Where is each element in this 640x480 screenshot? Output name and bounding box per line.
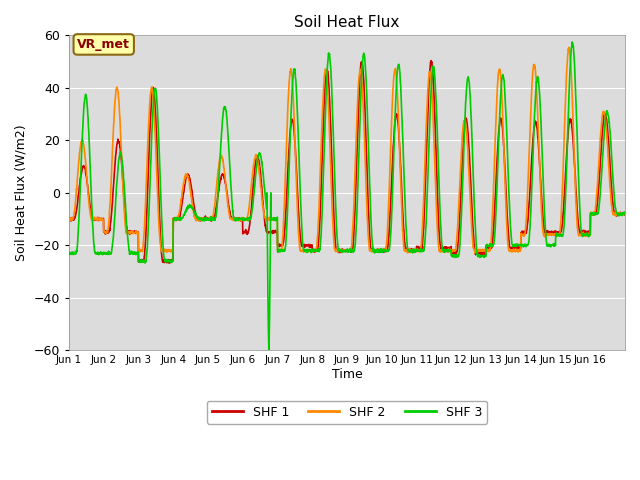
Y-axis label: Soil Heat Flux (W/m2): Soil Heat Flux (W/m2) [15,124,28,261]
SHF 3 [65,249,73,255]
SHF 3 [568,39,576,45]
SHF 3 [515,242,522,248]
SHF 1 [241,229,248,235]
Text: VR_met: VR_met [77,38,130,51]
SHF 1 [428,58,435,63]
SHF 1 [547,230,554,236]
SHF 1 [614,212,621,217]
SHF 3 [381,247,388,252]
SHF 2 [241,217,248,223]
SHF 2 [121,212,129,217]
Line: SHF 2: SHF 2 [69,48,625,253]
SHF 3 [265,348,273,353]
SHF 1 [121,202,129,208]
X-axis label: Time: Time [332,368,362,381]
Title: Soil Heat Flux: Soil Heat Flux [294,15,399,30]
Line: SHF 1: SHF 1 [69,60,625,263]
SHF 2 [404,250,412,256]
SHF 3 [621,211,629,216]
SHF 3 [121,187,129,193]
SHF 1 [381,247,388,252]
Legend: SHF 1, SHF 2, SHF 3: SHF 1, SHF 2, SHF 3 [207,401,487,424]
SHF 1 [165,260,173,266]
SHF 2 [65,216,73,222]
SHF 3 [614,211,621,217]
SHF 2 [565,45,573,50]
SHF 3 [241,216,248,221]
SHF 1 [621,212,629,217]
SHF 1 [65,215,73,221]
SHF 1 [515,244,523,250]
SHF 2 [621,211,629,217]
SHF 2 [546,231,554,237]
SHF 3 [546,242,554,248]
SHF 2 [515,248,522,253]
SHF 2 [614,211,621,216]
Line: SHF 3: SHF 3 [69,42,625,350]
SHF 2 [380,248,388,253]
